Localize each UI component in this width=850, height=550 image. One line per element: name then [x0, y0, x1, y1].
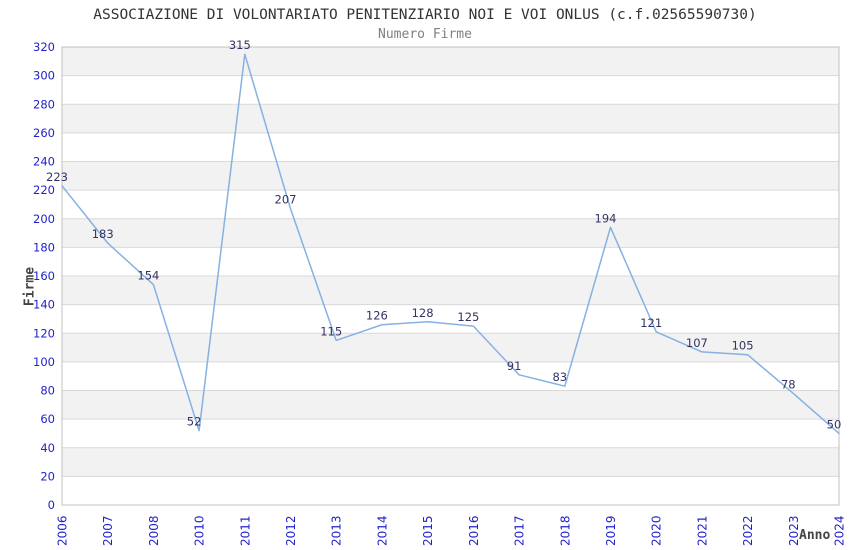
- data-label: 125: [457, 310, 479, 324]
- data-label: 194: [595, 211, 617, 225]
- y-tick-label: 240: [33, 155, 55, 169]
- data-label: 207: [275, 193, 297, 207]
- plot-band: [62, 333, 839, 362]
- x-tick-label: 2015: [421, 515, 435, 546]
- data-label: 315: [229, 38, 251, 52]
- y-tick-label: 60: [40, 412, 55, 426]
- x-tick-label: 2019: [604, 515, 618, 546]
- x-tick-label: 2023: [787, 515, 801, 546]
- data-label: 128: [412, 306, 434, 320]
- y-tick-label: 0: [48, 498, 55, 512]
- y-tick-label: 320: [33, 40, 55, 54]
- data-label: 223: [46, 170, 68, 184]
- plot-band: [62, 161, 839, 191]
- y-tick-label: 80: [40, 384, 55, 398]
- data-label: 52: [187, 415, 202, 429]
- plot-band: [62, 218, 839, 248]
- x-tick-label: 2016: [467, 515, 481, 546]
- plot-band: [62, 47, 839, 76]
- y-tick-label: 300: [33, 69, 55, 83]
- y-tick-label: 40: [40, 441, 55, 455]
- y-tick-label: 260: [33, 126, 55, 140]
- y-tick-label: 160: [33, 269, 55, 283]
- y-axis-title: Firme: [22, 266, 38, 307]
- data-label: 50: [827, 417, 842, 431]
- x-tick-label: 2011: [238, 515, 252, 546]
- x-tick-label: 2018: [558, 515, 572, 546]
- x-tick-label: 2021: [695, 515, 709, 546]
- y-tick-label: 100: [33, 355, 55, 369]
- y-tick-label: 140: [33, 298, 55, 312]
- plot-band: [62, 447, 839, 477]
- data-label: 126: [366, 309, 388, 323]
- plot-band: [62, 390, 839, 420]
- plot-band: [62, 276, 839, 305]
- series-line: [61, 53, 840, 435]
- data-label: 121: [640, 316, 662, 330]
- plot-border: [61, 46, 840, 506]
- data-label: 105: [732, 339, 754, 353]
- y-tick-label: 20: [40, 469, 55, 483]
- data-label: 107: [686, 336, 708, 350]
- x-tick-label: 2020: [650, 515, 664, 546]
- data-label: 115: [320, 324, 342, 338]
- x-tick-label: 2024: [833, 515, 847, 546]
- data-label: 91: [507, 359, 522, 373]
- x-tick-label: 2017: [513, 515, 527, 546]
- data-label: 83: [552, 370, 567, 384]
- x-tick-label: 2014: [375, 515, 389, 546]
- x-tick-label: 2006: [56, 515, 70, 546]
- x-tick-label: 2012: [284, 515, 298, 546]
- y-tick-label: 280: [33, 97, 55, 111]
- y-tick-label: 180: [33, 240, 55, 254]
- x-tick-label: 2010: [193, 515, 207, 546]
- y-tick-label: 200: [33, 212, 55, 226]
- data-label: 183: [92, 227, 114, 241]
- chart-subtitle: Numero Firme: [378, 27, 472, 42]
- x-axis-title: Anno: [799, 528, 831, 543]
- data-label: 154: [137, 269, 159, 283]
- plot-band: [62, 104, 839, 133]
- x-tick-label: 2013: [330, 515, 344, 546]
- y-tick-label: 120: [33, 326, 55, 340]
- x-tick-label: 2022: [741, 515, 755, 546]
- x-tick-label: 2008: [147, 515, 161, 546]
- y-tick-label: 220: [33, 183, 55, 197]
- x-tick-label: 2007: [101, 515, 115, 546]
- chart-title: ASSOCIAZIONE DI VOLONTARIATO PENITENZIAR…: [93, 7, 757, 23]
- data-label: 78: [781, 377, 796, 391]
